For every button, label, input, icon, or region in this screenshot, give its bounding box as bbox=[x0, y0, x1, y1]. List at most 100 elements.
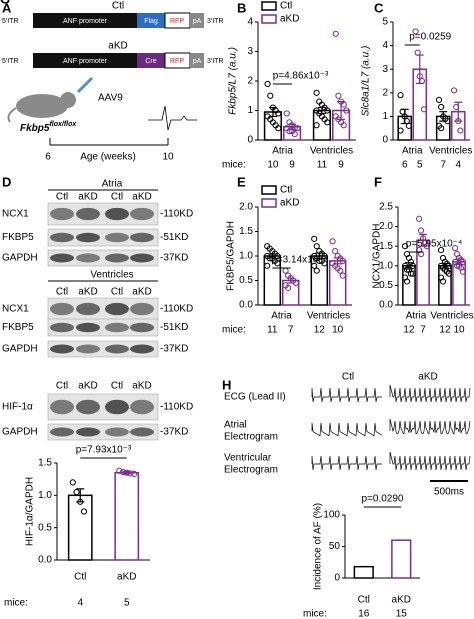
blot bbox=[47, 423, 159, 441]
n-label: 5 bbox=[124, 598, 130, 609]
data-point bbox=[445, 262, 452, 269]
band bbox=[76, 427, 100, 437]
data-point bbox=[311, 262, 318, 269]
protein-label: GAPDH bbox=[2, 253, 38, 264]
data-point bbox=[437, 262, 445, 269]
p-value: p=0.0290 bbox=[362, 494, 404, 505]
data-point bbox=[329, 238, 336, 245]
n-label: 10 bbox=[332, 325, 344, 336]
band bbox=[130, 232, 154, 243]
tag: Flag bbox=[144, 18, 158, 25]
n-label: 11 bbox=[267, 325, 278, 336]
legend-swatch bbox=[261, 14, 277, 24]
size-label: -37KD bbox=[160, 344, 188, 355]
data-point bbox=[441, 258, 449, 265]
mouse bbox=[16, 94, 68, 118]
blot bbox=[47, 202, 159, 226]
data-point bbox=[316, 257, 323, 264]
lane-label: aKD bbox=[132, 381, 151, 392]
lane-label: aKD bbox=[78, 192, 97, 203]
data-point bbox=[455, 254, 463, 262]
promoter: ANF promoter bbox=[63, 18, 108, 25]
data-point bbox=[285, 284, 292, 291]
band bbox=[76, 399, 100, 415]
timeline-label: Age (weeks) bbox=[80, 152, 136, 163]
trace-label: Ventricular bbox=[224, 453, 272, 464]
bar bbox=[281, 279, 300, 306]
data-point bbox=[264, 262, 271, 269]
data-point bbox=[77, 498, 84, 505]
y-axis-label: NCX1/GAPDH bbox=[372, 223, 383, 288]
lane-label: Ctl bbox=[56, 287, 68, 298]
trace-label: Atrial bbox=[224, 420, 247, 431]
data-point bbox=[286, 128, 293, 135]
blot-title: Ventricles bbox=[90, 270, 133, 281]
data-point bbox=[267, 92, 274, 99]
bar bbox=[416, 239, 430, 306]
band bbox=[130, 399, 154, 415]
data-point bbox=[264, 80, 271, 88]
itr: 3'ITR bbox=[207, 18, 224, 25]
lane-label: Ctl bbox=[56, 192, 68, 203]
data-point bbox=[282, 267, 289, 274]
x-tick-label: Atria bbox=[272, 146, 293, 157]
itr: 3'ITR bbox=[207, 58, 224, 65]
x-tick-label: Ventricles bbox=[430, 311, 473, 322]
x-tick-label: Ctl bbox=[74, 572, 86, 583]
lane-label: Ctl bbox=[111, 381, 123, 392]
syringe bbox=[76, 76, 94, 94]
y-axis-label: HIF-1α/GAPDH bbox=[25, 477, 36, 546]
data-point bbox=[274, 252, 281, 260]
panel-label: A bbox=[2, 0, 12, 15]
n-label: 5 bbox=[417, 160, 423, 171]
data-point bbox=[324, 107, 331, 114]
y-tick-label: 1.5 bbox=[239, 226, 253, 237]
scale-label: 500ms bbox=[434, 487, 464, 498]
band bbox=[105, 207, 129, 221]
size-label: -37KD bbox=[160, 253, 188, 264]
tag: Cre bbox=[145, 58, 156, 65]
promoter-box bbox=[33, 53, 137, 68]
n-label: 15 bbox=[396, 609, 408, 619]
y-tick-label: 0 bbox=[382, 135, 388, 146]
data-point bbox=[407, 270, 415, 277]
data-point bbox=[80, 508, 88, 515]
bar bbox=[391, 539, 412, 579]
band bbox=[50, 322, 74, 333]
bar bbox=[67, 494, 93, 561]
y-tick-label: 1 bbox=[382, 111, 388, 122]
genotype: flox/flox bbox=[49, 121, 77, 128]
data-point bbox=[459, 258, 467, 265]
mouse-line: Fkbp5flox/flox bbox=[20, 121, 77, 134]
y-axis-label: FKBP5/GAPDH bbox=[226, 221, 237, 291]
itr: 5'ITR bbox=[2, 18, 19, 25]
pa: pA bbox=[193, 18, 202, 25]
band bbox=[50, 399, 74, 415]
promoter-box bbox=[33, 13, 137, 28]
legend-swatch bbox=[261, 185, 277, 195]
panel-label: F bbox=[374, 174, 382, 189]
y-axis-label: Fkbp5/L7 (a.u.) bbox=[228, 47, 239, 115]
data-point bbox=[445, 270, 452, 277]
band bbox=[76, 253, 100, 263]
size-label: -110KD bbox=[160, 304, 193, 315]
data-point bbox=[127, 470, 134, 477]
band bbox=[105, 302, 129, 316]
band bbox=[50, 302, 74, 316]
data-point bbox=[321, 252, 328, 260]
band bbox=[130, 344, 154, 354]
tag-box bbox=[137, 13, 165, 28]
panel-label: G bbox=[0, 0, 10, 6]
n-label: 6 bbox=[402, 160, 408, 171]
x-tick-label: Atria bbox=[271, 311, 292, 322]
y-tick-label: 0.5 bbox=[38, 522, 52, 533]
band bbox=[105, 344, 129, 354]
trace-label: ECG (Lead II) bbox=[224, 392, 286, 403]
data-point bbox=[443, 260, 451, 267]
data-point bbox=[439, 278, 447, 285]
bar bbox=[353, 565, 374, 579]
data-point bbox=[275, 110, 282, 117]
p-value: p=4.86x10⁻³ bbox=[273, 71, 329, 82]
size-label: -110KD bbox=[160, 209, 193, 220]
